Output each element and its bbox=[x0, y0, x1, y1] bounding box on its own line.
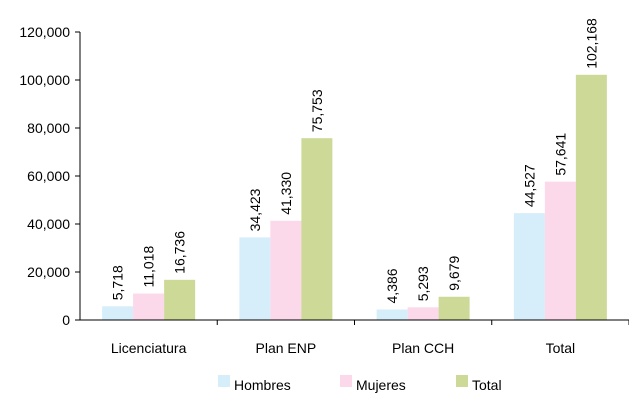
data-label: 4,386 bbox=[384, 268, 400, 303]
category-label: Total bbox=[546, 340, 576, 356]
bar bbox=[164, 279, 196, 320]
data-label: 9,679 bbox=[446, 256, 462, 291]
y-tick-label: 60,000 bbox=[27, 168, 70, 184]
y-tick-label: 100,000 bbox=[19, 72, 70, 88]
data-label: 75,753 bbox=[309, 89, 325, 132]
data-label: 11,018 bbox=[141, 246, 157, 288]
data-label: 5,718 bbox=[110, 265, 126, 300]
bar bbox=[513, 213, 545, 320]
category-label: Plan CCH bbox=[392, 340, 454, 356]
legend-label: Mujeres bbox=[356, 377, 406, 393]
bar bbox=[301, 138, 333, 320]
bar bbox=[438, 296, 470, 320]
legend: Hombres Mujeres Total bbox=[218, 375, 502, 393]
bar bbox=[102, 306, 134, 320]
y-tick-label: 120,000 bbox=[19, 24, 70, 40]
y-tick-label: 80,000 bbox=[27, 120, 70, 136]
bar bbox=[544, 181, 576, 320]
bar bbox=[133, 293, 165, 320]
y-tick-label: 20,000 bbox=[27, 264, 70, 280]
bar bbox=[407, 307, 439, 320]
bar bbox=[270, 220, 302, 320]
bar bbox=[575, 74, 607, 320]
data-label: 16,736 bbox=[172, 231, 188, 274]
category-label: Licenciatura bbox=[111, 340, 187, 356]
y-tick-label: 40,000 bbox=[27, 216, 70, 232]
data-label: 102,168 bbox=[583, 18, 599, 69]
legend-label: Total bbox=[472, 377, 502, 393]
bar bbox=[376, 309, 408, 320]
legend-label: Hombres bbox=[234, 377, 291, 393]
legend-swatch bbox=[340, 375, 352, 387]
category-label: Plan ENP bbox=[256, 340, 317, 356]
data-label: 34,423 bbox=[247, 188, 263, 231]
y-tick-label: 0 bbox=[62, 312, 70, 328]
data-label: 5,293 bbox=[415, 266, 431, 301]
data-label: 57,641 bbox=[552, 133, 568, 176]
data-label: 41,330 bbox=[278, 172, 294, 215]
bar bbox=[239, 237, 271, 320]
legend-swatch bbox=[218, 375, 230, 387]
legend-swatch bbox=[456, 375, 468, 387]
data-label: 44,527 bbox=[521, 164, 537, 207]
plot-area: 0 20,000 40,000 60,000 80,000 100,000 120,000 5… bbox=[19, 18, 629, 356]
